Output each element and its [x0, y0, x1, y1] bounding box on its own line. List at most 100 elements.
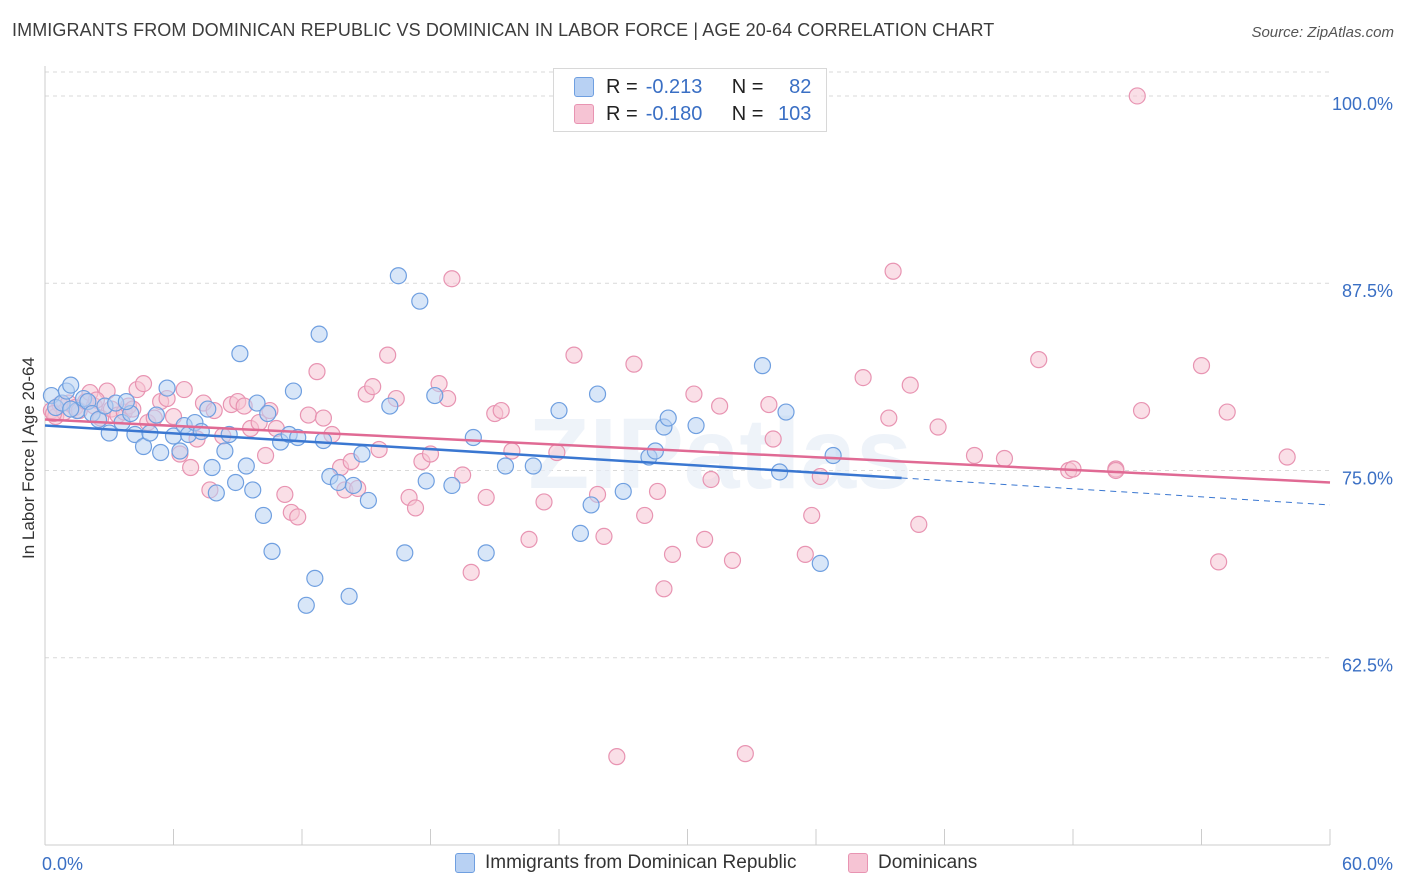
data-point	[411, 292, 429, 310]
legend-r-value: -0.180	[645, 102, 703, 125]
data-point	[199, 400, 217, 418]
data-point	[244, 481, 262, 499]
watermark: ZIPatlas	[528, 398, 912, 510]
data-point	[100, 424, 118, 442]
chart-source: Source: ZipAtlas.com	[1251, 24, 1394, 41]
data-point	[276, 485, 294, 504]
trend-line-dominicans	[44, 418, 1331, 484]
data-point	[248, 394, 266, 412]
legend-r-label: R =	[606, 75, 638, 98]
data-point	[389, 267, 407, 285]
legend-row-immigrants: R = -0.213 N = 82	[574, 75, 811, 99]
data-point	[884, 262, 902, 280]
data-point	[364, 377, 382, 396]
correlation-legend: R = -0.213 N = 82 R = -0.180 N = 103	[553, 68, 827, 132]
data-point	[646, 442, 664, 460]
series-immigrants	[42, 267, 842, 614]
bottom-legend-label: Dominicans	[878, 852, 978, 873]
data-point	[259, 404, 277, 423]
data-point	[824, 446, 842, 465]
data-point	[648, 482, 667, 501]
data-point	[535, 493, 553, 511]
data-point	[687, 416, 705, 435]
trend-extension-immigrants	[901, 477, 1331, 506]
data-point	[254, 506, 273, 525]
legend-n-value: 103	[778, 102, 812, 125]
data-point	[344, 476, 362, 495]
data-point	[1210, 553, 1228, 571]
data-point	[314, 431, 333, 450]
x-tick-label: 0.0%	[42, 854, 83, 874]
data-point	[152, 443, 170, 462]
data-point	[227, 473, 245, 492]
data-point	[231, 345, 249, 363]
data-point	[263, 542, 281, 560]
data-point	[663, 545, 682, 563]
data-point	[477, 488, 495, 507]
data-point	[220, 425, 238, 444]
data-point	[614, 482, 632, 501]
legend-n-label: N =	[731, 75, 764, 98]
data-point	[426, 386, 444, 405]
data-point	[811, 554, 829, 572]
data-point	[216, 442, 234, 460]
data-point	[550, 401, 568, 420]
data-point	[588, 385, 607, 403]
axes	[44, 66, 1331, 846]
data-point	[147, 406, 165, 424]
data-point	[723, 551, 742, 569]
y-tick-label: 62.5%	[1342, 656, 1393, 676]
data-point	[659, 409, 677, 427]
data-point	[310, 325, 328, 343]
data-point	[306, 569, 324, 587]
data-point	[901, 376, 919, 394]
data-point	[203, 458, 221, 477]
data-point	[636, 506, 654, 525]
data-point	[117, 392, 135, 411]
chart-title: IMMIGRANTS FROM DOMINICAN REPUBLIC VS DO…	[12, 20, 995, 40]
bottom-swatch-pink	[848, 853, 868, 873]
data-point	[256, 446, 275, 465]
data-point	[1128, 87, 1146, 105]
data-point	[379, 346, 397, 364]
data-point	[492, 401, 510, 420]
tick-labels: 62.5% 75.0% 87.5% 100.0% 0.0% 60.0%	[42, 94, 1393, 874]
data-point	[685, 385, 703, 403]
trend-line-immigrants	[44, 424, 902, 480]
data-point	[929, 418, 947, 436]
data-point	[965, 446, 984, 465]
legend-n-value: 82	[789, 75, 812, 98]
data-point	[1278, 448, 1296, 466]
data-point	[608, 748, 626, 766]
data-point	[443, 476, 461, 495]
data-point	[175, 380, 193, 399]
data-point	[777, 403, 795, 421]
data-point	[736, 745, 754, 763]
data-point	[565, 346, 583, 364]
data-point	[396, 544, 414, 562]
data-point	[910, 515, 928, 534]
data-point	[702, 470, 720, 489]
data-point	[1218, 403, 1236, 421]
data-point	[1030, 351, 1048, 369]
data-point	[496, 457, 515, 475]
data-point	[595, 527, 613, 545]
data-point	[62, 376, 80, 394]
data-point	[370, 440, 388, 459]
y-tick-label: 87.5%	[1342, 281, 1393, 301]
data-point	[1192, 357, 1211, 375]
data-point	[696, 530, 714, 548]
data-point	[796, 545, 814, 563]
data-point	[62, 400, 80, 418]
data-point	[477, 544, 495, 562]
data-point	[524, 457, 542, 475]
data-point	[207, 484, 225, 502]
data-point	[182, 458, 200, 477]
legend-row-dominicans: R = -0.180 N = 103	[574, 102, 811, 126]
x-tick-label: 60.0%	[1342, 854, 1393, 874]
data-point	[760, 395, 778, 414]
data-point	[753, 357, 772, 375]
legend-swatch-blue	[574, 77, 594, 97]
data-point	[158, 379, 176, 397]
